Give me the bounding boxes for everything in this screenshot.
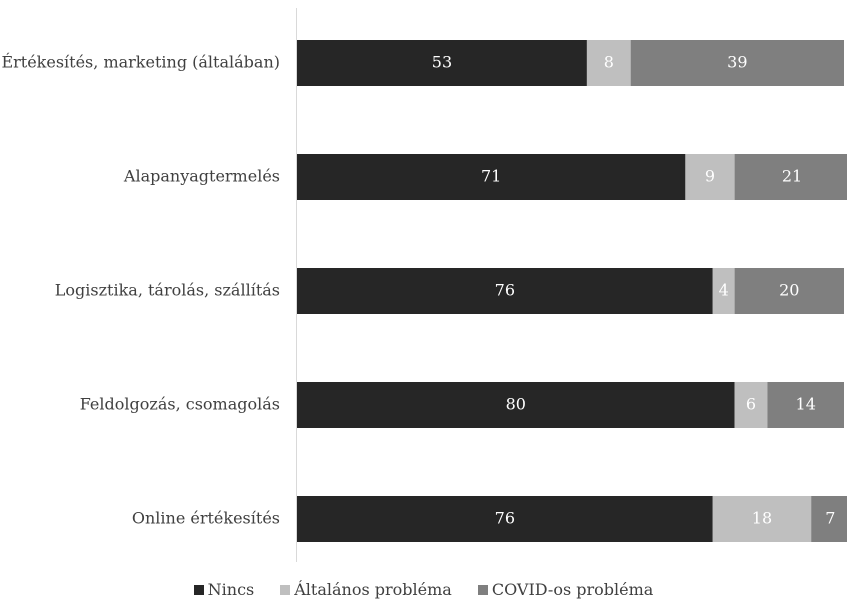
bar-covid-os-problema-feldolgozas-csomagolas <box>767 382 844 428</box>
bar-covid-os-problema-ertekesites-marketing-altalaban <box>630 40 844 86</box>
bar-nincs-logisztika-tarolas-szallitas <box>297 268 713 314</box>
legend-label-altalanos: Általános probléma <box>294 580 452 599</box>
bar-altalanos-problema-logisztika-tarolas-szallitas <box>712 268 735 314</box>
category-label-alapanyagtermeles: Alapanyagtermelés <box>123 167 280 186</box>
category-labels: Értékesítés, marketing (általában) Alapan… <box>1 52 280 528</box>
category-label-online-ertekesites: Online értékesítés <box>132 509 280 528</box>
data-label-nincs-online-ertekesites: 76 <box>495 509 515 528</box>
bar-covid-os-problema-online-ertekesites <box>811 496 847 542</box>
bar-altalanos-problema-feldolgozas-csomagolas <box>734 382 768 428</box>
legend: Nincs Általános probléma COVID-os problé… <box>0 580 847 599</box>
legend-item-altalanos: Általános probléma <box>280 580 452 599</box>
data-label-covid-os-problema-alapanyagtermeles: 21 <box>782 167 802 186</box>
legend-item-covid: COVID-os probléma <box>477 580 654 599</box>
category-label-ertekesites-marketing-altalaban: Értékesítés, marketing (általában) <box>1 52 280 72</box>
legend-label-nincs: Nincs <box>207 580 255 599</box>
bar-altalanos-problema-online-ertekesites <box>712 496 812 542</box>
data-label-nincs-ertekesites-marketing-altalaban: 53 <box>432 53 452 72</box>
stacked-bar-chart: 53 8 39 71 9 21 76 4 20 80 6 14 76 18 7 Értékesítés, m… <box>1 8 847 562</box>
legend-swatch-nincs <box>193 584 204 595</box>
data-label-covid-os-problema-online-ertekesites: 7 <box>825 509 835 528</box>
bar-altalanos-problema-alapanyagtermeles <box>685 154 735 200</box>
legend-swatch-covid <box>477 584 488 595</box>
bar-altalanos-problema-ertekesites-marketing-altalaban <box>586 40 631 86</box>
bars-group: 53 8 39 71 9 21 76 4 20 80 6 14 76 18 7 <box>297 40 847 542</box>
data-label-altalanos-problema-logisztika-tarolas-szallitas: 4 <box>719 281 729 300</box>
data-label-covid-os-problema-logisztika-tarolas-szallitas: 20 <box>779 281 799 300</box>
category-label-logisztika-tarolas-szallitas: Logisztika, tárolás, szállítás <box>55 281 280 300</box>
legend-item-nincs: Nincs <box>193 580 255 599</box>
bar-nincs-ertekesites-marketing-altalaban <box>297 40 587 86</box>
bar-nincs-feldolgozas-csomagolas <box>297 382 735 428</box>
data-label-nincs-logisztika-tarolas-szallitas: 76 <box>495 281 515 300</box>
data-label-covid-os-problema-feldolgozas-csomagolas: 14 <box>796 395 816 414</box>
data-label-altalanos-problema-ertekesites-marketing-altalaban: 8 <box>604 53 614 72</box>
category-label-feldolgozas-csomagolas: Feldolgozás, csomagolás <box>80 395 280 414</box>
data-label-altalanos-problema-alapanyagtermeles: 9 <box>705 167 715 186</box>
legend-swatch-altalanos <box>280 584 291 595</box>
data-label-nincs-alapanyagtermeles: 71 <box>481 167 501 186</box>
data-label-covid-os-problema-ertekesites-marketing-altalaban: 39 <box>727 53 747 72</box>
bar-nincs-alapanyagtermeles <box>297 154 686 200</box>
legend-label-covid: COVID-os probléma <box>491 580 654 599</box>
data-label-altalanos-problema-online-ertekesites: 18 <box>752 509 772 528</box>
bar-nincs-online-ertekesites <box>297 496 713 542</box>
bar-covid-os-problema-alapanyagtermeles <box>734 154 847 200</box>
data-label-nincs-feldolgozas-csomagolas: 80 <box>506 395 526 414</box>
data-label-altalanos-problema-feldolgozas-csomagolas: 6 <box>746 395 756 414</box>
bar-covid-os-problema-logisztika-tarolas-szallitas <box>734 268 844 314</box>
